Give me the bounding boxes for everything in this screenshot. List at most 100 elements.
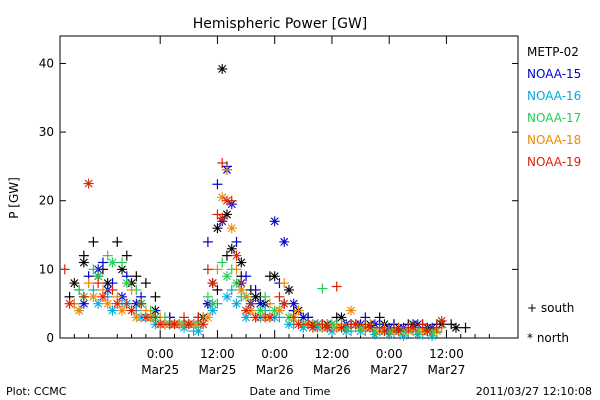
point-metp-02-north [69,278,80,289]
chart-title: Hemispheric Power [GW] [193,16,368,32]
point-metp-02-south [140,278,151,289]
point-noaa-17-north [255,305,266,316]
x-tick-time-label: 12:00 [200,347,235,361]
y-tick-label: 30 [39,125,54,139]
footer-timestamp: 2011/03/27 12:10:08 [476,385,592,398]
point-noaa-17-south [317,283,328,294]
point-noaa-15-south [231,236,242,247]
point-noaa-19-north [408,322,419,333]
point-noaa-18-south [241,291,252,302]
point-noaa-19-north [322,322,333,333]
point-noaa-15-north [288,298,299,309]
x-tick-time-label: 0:00 [261,347,288,361]
point-noaa-16-north [221,291,232,302]
point-metp-02-north [284,284,294,295]
x-tick-date-label: Mar26 [313,363,351,377]
point-noaa-19-south [202,264,213,275]
x-tick-date-label: Mar25 [141,363,179,377]
point-noaa-18-south [279,278,290,289]
point-noaa-19-south [59,264,70,275]
point-noaa-17-south [74,284,85,295]
point-noaa-18-north [202,312,213,323]
point-metp-02-north [217,63,228,74]
point-noaa-18-south [221,164,232,175]
x-axis-ticks: 0:00 Mar25 12:00 Mar25 0:00 Mar26 12:00 Mar26 0:… [73,36,490,377]
point-noaa-19-south [150,312,161,323]
point-noaa-17-north [107,257,118,268]
y-tick-label: 20 [39,194,54,208]
point-noaa-18-south [126,284,137,295]
point-noaa-18-north [274,305,285,316]
point-noaa-19-north [393,326,404,337]
point-noaa-19-south [193,312,204,323]
point-noaa-16-north [207,305,218,316]
point-noaa-16-north [93,298,104,309]
point-noaa-18-north [74,305,85,316]
point-noaa-19-north [350,319,361,330]
point-metp-02-south [88,236,99,247]
point-noaa-19-south [93,278,104,289]
point-noaa-16-south [226,284,237,295]
point-noaa-19-north [264,312,275,323]
point-noaa-16-north [107,305,118,316]
point-noaa-19-north [217,212,228,223]
point-metp-02-north [236,257,247,268]
x-tick-date-label: Mar27 [427,363,465,377]
point-noaa-19-north [422,326,433,337]
x-tick-date-label: Mar25 [198,363,236,377]
point-noaa-19-north [293,319,304,330]
point-noaa-18-south [293,305,304,316]
point-noaa-19-south [107,284,118,295]
point-noaa-19-north [126,305,137,316]
legend-entry-metp-02: METP-02 [527,45,579,59]
data-points [59,63,471,341]
point-noaa-18-north [88,291,99,302]
point-metp-02-north [269,271,280,282]
point-noaa-19-north [83,178,94,189]
point-noaa-17-north [121,278,132,289]
point-noaa-15-north [279,236,290,247]
point-metp-02-south [131,271,142,282]
marker-legend-south: + south [527,301,574,315]
point-noaa-18-south [83,278,94,289]
y-axis-ticks: 0 10 20 30 40 [39,56,518,345]
point-noaa-19-south [236,278,247,289]
point-noaa-18-north [117,305,128,316]
point-noaa-19-north [155,319,166,330]
point-noaa-19-south [179,312,190,323]
point-noaa-19-north [198,319,209,330]
x-tick-time-label: 0:00 [376,347,403,361]
point-metp-02-north [78,257,89,268]
point-metp-02-north [212,223,223,234]
point-noaa-19-south [217,157,228,168]
footer-plot-credit: Plot: CCMC [6,385,67,398]
y-axis-label: P [GW] [7,177,21,219]
point-noaa-18-north [217,192,228,203]
point-noaa-15-south [202,236,213,247]
point-noaa-18-north [131,312,142,323]
point-noaa-19-north [97,291,108,302]
point-noaa-19-north [169,319,180,330]
legend-entry-noaa-15: NOAA-15 [527,67,581,81]
point-noaa-16-north [284,319,294,330]
y-tick-label: 0 [46,331,54,345]
point-noaa-19-south [417,319,428,330]
point-metp-02-south [150,291,161,302]
point-noaa-19-south [121,298,132,309]
point-noaa-17-south [260,291,271,302]
point-noaa-19-north [183,319,194,330]
point-noaa-18-north [102,298,113,309]
point-noaa-15-south [250,284,261,295]
point-noaa-17-south [88,264,99,275]
legend-entry-noaa-17: NOAA-17 [527,111,581,125]
point-noaa-19-north [221,195,232,206]
point-metp-02-north [450,322,461,333]
x-tick-time-label: 0:00 [147,347,174,361]
point-noaa-17-south [217,257,228,268]
x-axis-label: Date and Time [250,385,331,398]
point-noaa-17-north [207,298,218,309]
point-noaa-15-south [97,257,108,268]
point-noaa-15-south [241,271,252,282]
point-noaa-17-north [93,271,104,282]
point-noaa-19-north [379,326,390,337]
